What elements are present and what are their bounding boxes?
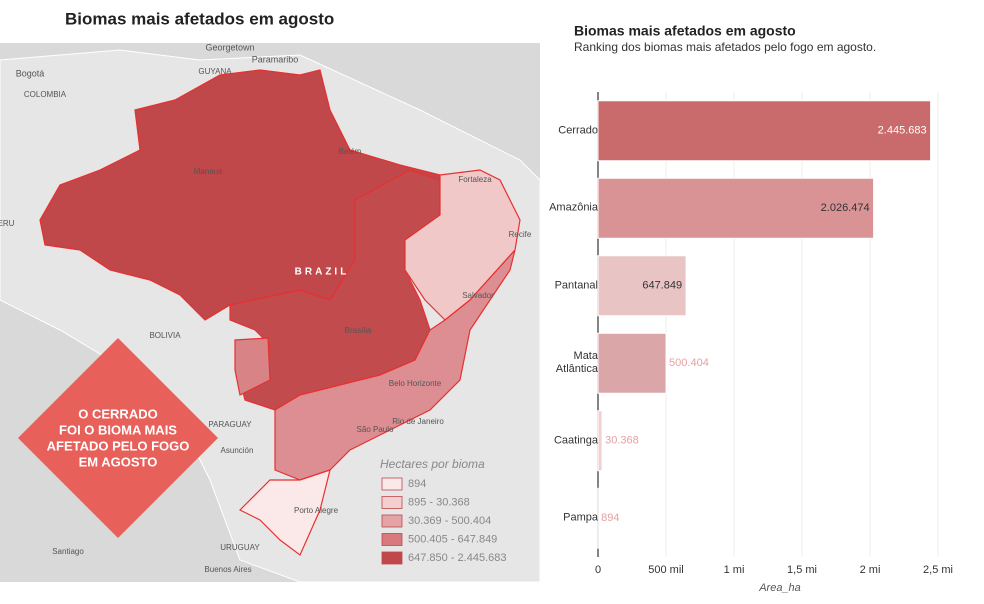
bar <box>597 100 932 162</box>
value-label: 500.404 <box>669 357 709 369</box>
x-tick-label: 0 <box>595 564 601 576</box>
legend-title: Hectares por bioma <box>380 457 485 471</box>
y-tick-label: Mata Atlântica <box>555 350 598 376</box>
place-label: Fortaleza <box>458 175 492 184</box>
callout-text: AFETADO PELO FOGO <box>47 438 190 453</box>
chart-title: Biomas mais afetados em agosto <box>574 23 796 39</box>
y-tick-label: Amazônia <box>549 201 598 214</box>
place-label: Manaus <box>194 167 222 176</box>
place-label: BOLIVIA <box>149 331 181 340</box>
callout-box <box>18 338 218 538</box>
place-label: Bogotá <box>16 68 45 78</box>
place-label: Brasília <box>345 326 372 335</box>
place-label: Recife <box>509 230 532 239</box>
legend-label: 647.850 - 2.445.683 <box>408 552 506 564</box>
place-label: COLOMBIA <box>24 90 67 99</box>
place-label: Asunción <box>221 446 254 455</box>
legend-swatch <box>381 477 403 491</box>
legend-label: 500.405 - 647.849 <box>408 533 497 545</box>
y-tick-label: Caatinga <box>553 434 598 447</box>
legend-swatch <box>381 496 403 509</box>
x-tick-label: 1,5 mi <box>787 564 817 576</box>
legend-swatch <box>381 514 403 528</box>
map-title: Biomas mais afetados em agosto <box>65 9 334 28</box>
legend-label: 30.369 - 500.404 <box>408 515 491 527</box>
place-label: BRAZIL <box>295 267 350 278</box>
bar <box>597 177 875 239</box>
bar <box>597 255 687 317</box>
y-tick-label: Cerrado <box>558 124 598 137</box>
legend-swatch <box>381 551 403 565</box>
bar <box>597 332 667 394</box>
bar <box>597 410 603 472</box>
value-label: 30.368 <box>605 435 639 447</box>
place-label: Belém <box>339 147 362 156</box>
place-label: ERU <box>0 219 15 228</box>
place-label: Paramaribo <box>252 54 299 64</box>
legend-swatch <box>381 533 403 546</box>
y-tick-label: Pantanal <box>554 279 598 292</box>
place-label: URUGUAY <box>220 543 260 552</box>
biomes <box>39 69 521 556</box>
x-axis-title: Area_ha <box>758 582 801 594</box>
pampa <box>238 469 331 556</box>
value-label: 2.026.474 <box>821 202 870 214</box>
x-tick-label: 500 mil <box>648 564 683 576</box>
place-label: São Paulo <box>357 425 394 434</box>
place-label: Georgetown <box>205 42 254 52</box>
x-tick-label: 2 mi <box>860 564 881 576</box>
legend-label: 894 <box>408 478 426 490</box>
place-label: Belo Horizonte <box>389 379 442 388</box>
legend-label: 895 - 30.368 <box>408 496 470 508</box>
place-label: Rio de Janeiro <box>392 417 444 426</box>
value-label: 2.445.683 <box>878 125 927 137</box>
x-tick-label: 1 mi <box>724 564 745 576</box>
place-label: PARAGUAY <box>208 420 252 429</box>
place-label: GUYANA <box>198 67 232 76</box>
chart-subtitle: Ranking dos biomas mais afetados pelo fo… <box>574 40 876 54</box>
callout-text: EM AGOSTO <box>79 454 158 469</box>
pantanal <box>234 337 271 396</box>
value-label: 647.849 <box>642 280 682 292</box>
place-label: Santiago <box>52 547 84 556</box>
mata-atlantica <box>274 249 516 481</box>
place-label: Porto Alegre <box>294 506 339 515</box>
callout-text: FOI O BIOMA MAIS <box>59 422 177 437</box>
x-tick-label: 2,5 mi <box>923 564 953 576</box>
value-label: 894 <box>601 512 619 524</box>
callout-text: O CERRADO <box>78 406 157 421</box>
place-label: Buenos Aires <box>204 565 251 574</box>
place-label: Salvador <box>462 291 494 300</box>
y-tick-label: Pampa <box>563 511 598 524</box>
